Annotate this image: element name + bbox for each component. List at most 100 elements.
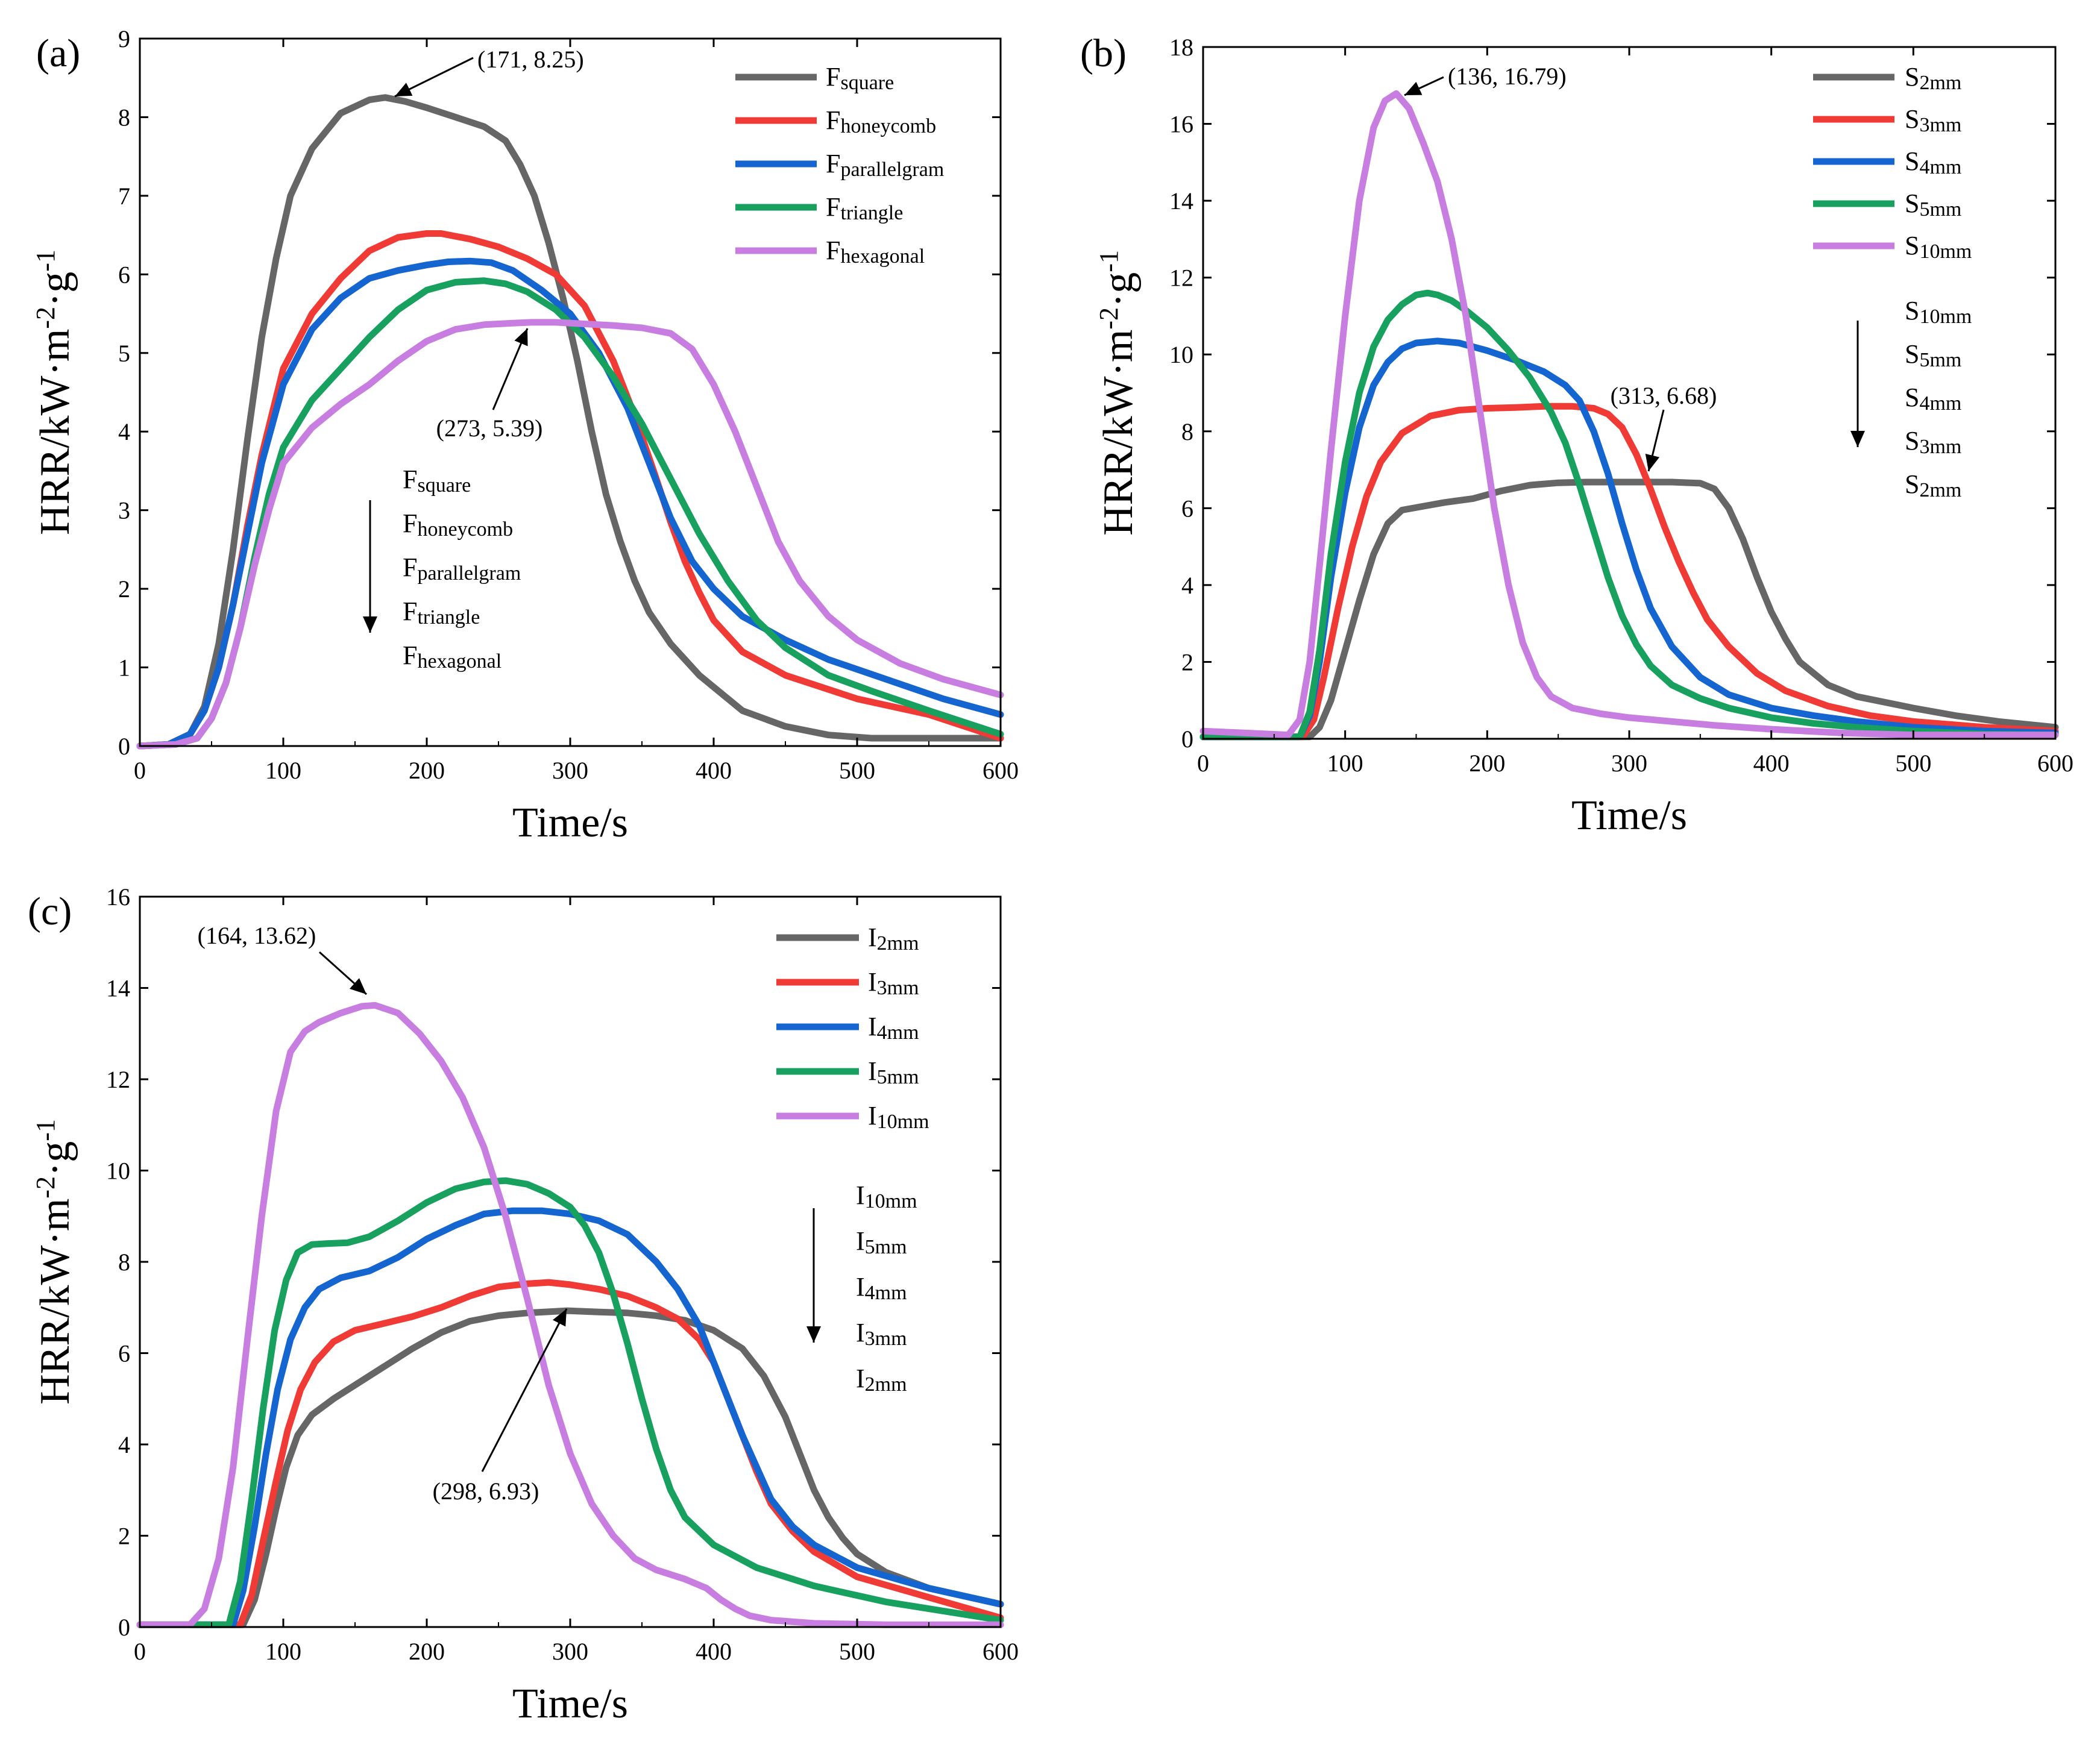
y-axis-title-part: HRR/kW·m (1095, 330, 1142, 536)
legend-entry: Fhoneycomb (826, 105, 936, 137)
y-tick-label: 3 (118, 497, 130, 524)
order-item-letter: F (403, 509, 417, 538)
legend-entry-subscript: 4mm (1919, 156, 1961, 178)
plot-frame (139, 37, 1002, 747)
legend-entry-subscript: 3mm (1919, 114, 1961, 136)
x-tick-label: 200 (1469, 750, 1505, 777)
order-item-letter: I (856, 1318, 865, 1347)
order-item: S4mm (1905, 383, 1961, 415)
legend-entry-subscript: 10mm (1919, 240, 1972, 263)
series-line-i5mm (136, 1177, 1004, 1628)
legend-entry-subscript: 3mm (877, 977, 919, 999)
legend-entry: I2mm (868, 923, 919, 955)
y-tick-label: 10 (1169, 341, 1193, 368)
peak-annotation-arrow (1645, 409, 1665, 472)
y-tick-label: 2 (118, 1523, 130, 1550)
y-axis-title-part: ·g (32, 272, 78, 307)
x-tick-label: 300 (1611, 750, 1647, 777)
legend-entry: I10mm (868, 1101, 929, 1133)
peak-annotation: (273, 5.39) (436, 415, 543, 442)
legend-entry-letter: I (868, 923, 877, 952)
y-tick-label: 10 (106, 1158, 130, 1185)
y-tick-label: 16 (1169, 111, 1193, 138)
order-item: I5mm (856, 1226, 907, 1258)
order-item-letter: I (856, 1180, 865, 1210)
x-tick-label: 400 (696, 1638, 732, 1665)
y-axis-title: HRR/kW·m-2·g-1 (31, 249, 79, 535)
order-item: S2mm (1905, 469, 1961, 501)
y-tick-label: 8 (1181, 418, 1193, 445)
y-axis-title-superscript: -1 (31, 1119, 60, 1141)
order-item-subscript: 4mm (1919, 392, 1961, 415)
order-item: Fhexagonal (403, 641, 501, 673)
y-axis-title-superscript: -2 (31, 1176, 60, 1199)
y-tick-label: 4 (118, 1431, 130, 1458)
x-tick-label: 600 (2037, 750, 2073, 777)
legend-entry: S2mm (1905, 62, 1961, 94)
series-line-i10mm (136, 1002, 1004, 1628)
y-tick-label: 5 (118, 340, 130, 367)
y-axis-title-superscript: -2 (1094, 307, 1124, 330)
order-item-subscript: 3mm (865, 1328, 907, 1350)
order-item: Fhoneycomb (403, 509, 513, 541)
legend-entry-letter: S (1905, 104, 1919, 134)
order-item-subscript: 3mm (1919, 436, 1961, 458)
y-tick-label: 2 (1181, 648, 1193, 676)
legend-entry-letter: I (868, 1056, 877, 1086)
order-item: S3mm (1905, 426, 1961, 458)
y-tick-label: 4 (1181, 572, 1193, 599)
y-tick-label: 8 (118, 1249, 130, 1276)
y-tick-label: 12 (1169, 265, 1193, 292)
order-item: Fparallelgram (403, 553, 521, 585)
y-tick-label: 8 (118, 104, 130, 131)
peak-annotation-arrow (1404, 76, 1444, 96)
x-tick-label: 0 (134, 757, 146, 784)
y-tick-label: 6 (118, 1340, 130, 1367)
y-axis-title-part: HRR/kW·m (32, 1199, 78, 1405)
x-tick-label: 400 (1753, 750, 1790, 777)
order-item-subscript: honeycomb (417, 518, 513, 541)
x-tick-label: 200 (409, 757, 445, 784)
series-line-s2mm (1199, 478, 2059, 741)
order-item-subscript: 10mm (865, 1190, 917, 1212)
order-item-letter: S (1905, 339, 1919, 369)
legend-entry-letter: I (868, 1012, 877, 1041)
legend-entry-letter: I (868, 967, 877, 997)
order-item-subscript: 2mm (865, 1373, 907, 1396)
peak-annotation: (313, 6.68) (1611, 382, 1717, 409)
series-line-i2mm (136, 1307, 1004, 1628)
order-item-letter: I (856, 1226, 865, 1256)
y-axis-title: HRR/kW·m-2·g-1 (31, 1119, 79, 1405)
order-item-letter: S (1905, 426, 1919, 456)
legend-entry: I5mm (868, 1056, 919, 1088)
x-axis-title: Time/s (1571, 792, 1687, 839)
panel-label: (c) (28, 889, 72, 933)
order-item-subscript: 5mm (865, 1236, 907, 1258)
peak-annotation-arrow (481, 1308, 568, 1472)
order-item-subscript: square (417, 474, 471, 497)
legend-entry-letter: S (1905, 62, 1919, 92)
legend-entry: I3mm (868, 967, 919, 999)
order-item-subscript: 5mm (1919, 349, 1961, 371)
order-item: S10mm (1905, 296, 1972, 328)
y-axis-title-part: HRR/kW·m (32, 329, 78, 535)
y-tick-label: 0 (118, 733, 130, 760)
order-item-letter: S (1905, 296, 1919, 325)
series-line-s3mm (1199, 403, 2059, 741)
legend-entry-letter: S (1905, 146, 1919, 176)
order-item: I3mm (856, 1318, 907, 1350)
series-line-fparallelgram (136, 257, 1004, 750)
legend-entry-letter: F (826, 62, 840, 92)
legend-entry-subscript: 5mm (877, 1066, 919, 1088)
x-tick-label: 0 (1197, 750, 1209, 777)
legend-entry-letter: F (826, 236, 840, 265)
legend-entry-subscript: triangle (840, 202, 903, 224)
panel-a: (a) 0 100 200 300 400 500 600 0 1 2 3 4 5 6 7 8 9 Time/s HR… (31, 25, 1019, 846)
series-line-s5mm (1199, 289, 2059, 741)
legend-entry-subscript: 2mm (1919, 72, 1961, 94)
y-tick-label: 9 (118, 25, 130, 52)
y-axis-title-superscript: -1 (1094, 250, 1124, 272)
legend-entry-letter: S (1905, 189, 1919, 218)
y-tick-label: 6 (118, 261, 130, 288)
